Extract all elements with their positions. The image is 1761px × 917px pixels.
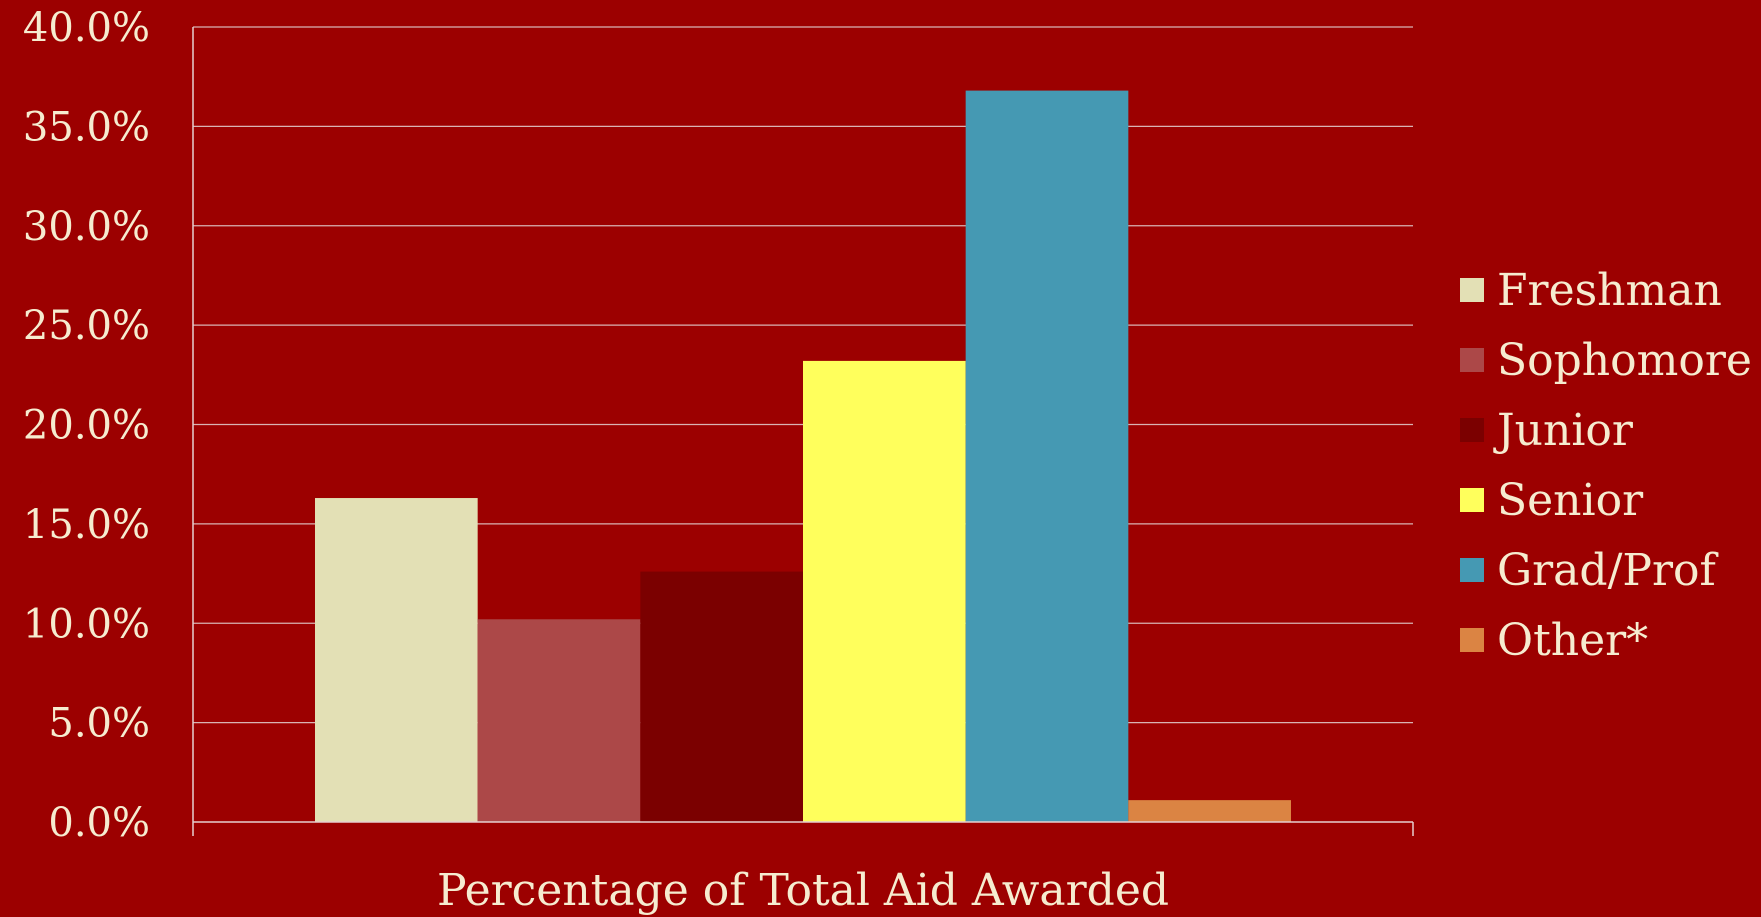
bar-junior [640, 571, 803, 822]
legend-label: Senior [1497, 475, 1644, 526]
y-axis-tick-labels: 0.0% 5.0% 10.0% 15.0% 20.0% 25.0% 30.0% 35.0% 40… [23, 5, 150, 846]
y-tick-label: 20.0% [23, 403, 150, 449]
legend: Freshman Sophomore Junior Senior Grad/Prof Ot… [1460, 265, 1752, 666]
y-tick-label: 25.0% [23, 303, 150, 349]
legend-label: Grad/Prof [1497, 545, 1719, 596]
legend-label: Junior [1493, 405, 1634, 456]
legend-swatch [1460, 488, 1484, 512]
legend-swatch [1460, 628, 1484, 652]
y-tick-label: 0.0% [48, 800, 150, 846]
legend-label: Sophomore [1497, 335, 1752, 386]
y-tick-label: 10.0% [23, 601, 150, 647]
x-axis-title: Percentage of Total Aid Awarded [437, 865, 1169, 916]
legend-swatch [1460, 348, 1484, 372]
bar-grad-prof [965, 90, 1129, 823]
y-tick-label: 40.0% [23, 5, 150, 51]
bar-freshman [315, 498, 478, 822]
bars [315, 90, 1291, 823]
legend-label: Other* [1497, 615, 1648, 666]
y-tick-label: 5.0% [48, 701, 150, 747]
legend-label: Freshman [1497, 265, 1722, 316]
y-tick-label: 35.0% [23, 104, 150, 150]
y-tick-label: 30.0% [23, 204, 150, 250]
legend-swatch [1460, 278, 1484, 302]
legend-swatch [1460, 418, 1484, 442]
legend-swatch [1460, 558, 1484, 582]
bar-other [1128, 800, 1291, 822]
bar-senior [803, 360, 966, 822]
y-tick-label: 15.0% [23, 502, 150, 548]
axes [192, 27, 1414, 836]
bar-sophomore [477, 619, 641, 822]
